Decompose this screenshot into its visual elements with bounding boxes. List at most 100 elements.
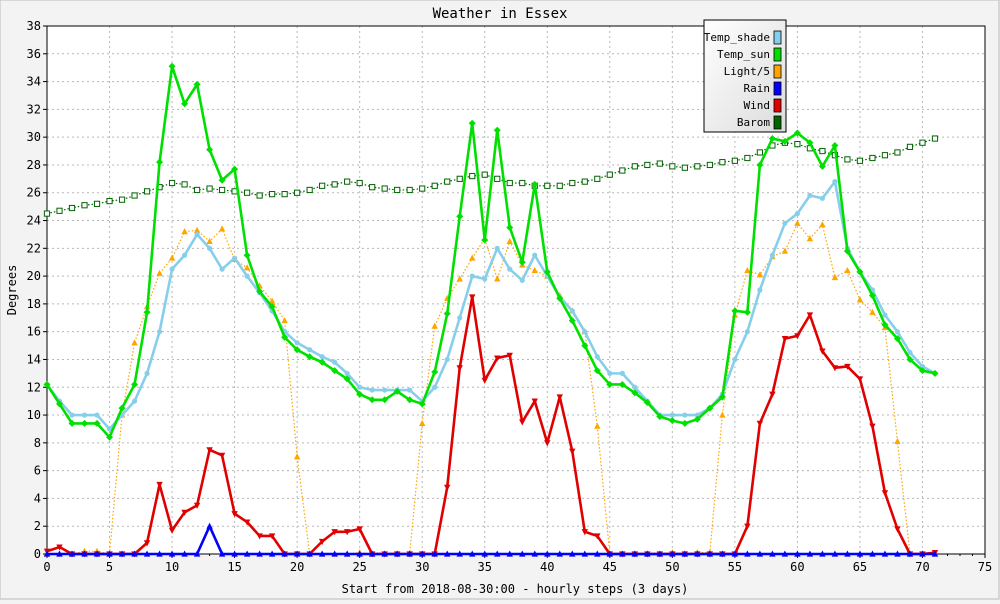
data-point	[131, 192, 138, 199]
data-point	[506, 237, 513, 244]
data-point	[481, 377, 488, 384]
data-point	[607, 370, 613, 376]
y-tick-label: 12	[27, 380, 41, 394]
x-tick-label: 35	[478, 560, 492, 574]
data-point	[806, 312, 814, 319]
x-axis-label: Start from 2018-08-30:00 - hourly steps …	[342, 582, 689, 596]
data-point	[444, 550, 451, 557]
data-point	[631, 550, 639, 557]
data-point	[656, 550, 664, 557]
data-point	[256, 192, 263, 199]
data-point	[443, 310, 451, 318]
data-point	[307, 347, 313, 353]
data-point	[281, 317, 288, 324]
data-point	[106, 197, 113, 205]
data-point	[893, 335, 901, 343]
data-point	[181, 550, 188, 557]
data-point	[519, 419, 526, 426]
legend-label: Temp_sun	[717, 48, 770, 61]
data-point	[844, 156, 851, 163]
data-point	[818, 162, 826, 170]
data-point	[781, 137, 789, 145]
data-point	[593, 367, 601, 375]
data-point	[706, 550, 714, 557]
data-point	[343, 529, 351, 536]
data-point	[482, 276, 488, 282]
data-point	[506, 550, 513, 557]
data-point	[519, 277, 525, 283]
data-point	[531, 180, 539, 188]
data-point	[793, 129, 801, 137]
data-point	[594, 354, 600, 360]
data-point	[268, 297, 276, 304]
data-point	[431, 322, 438, 329]
data-point	[231, 165, 239, 173]
data-point	[682, 412, 688, 418]
data-point	[769, 550, 776, 557]
data-point	[419, 419, 426, 426]
data-point	[844, 267, 851, 274]
data-point	[344, 370, 350, 376]
data-point	[81, 550, 88, 557]
legend-label: Wind	[744, 99, 771, 112]
data-point	[756, 149, 763, 156]
data-point	[694, 163, 701, 170]
data-point	[594, 550, 601, 557]
data-point	[206, 237, 213, 244]
data-point	[894, 329, 901, 335]
data-point	[844, 363, 851, 370]
data-point	[744, 154, 751, 162]
data-point	[168, 179, 176, 187]
data-point	[256, 550, 263, 557]
data-point	[206, 146, 214, 154]
data-point	[831, 550, 839, 557]
data-point	[719, 550, 726, 557]
data-point	[93, 200, 101, 207]
data-point	[243, 251, 251, 259]
y-tick-label: 32	[27, 102, 41, 116]
data-point	[156, 329, 163, 335]
data-point	[256, 287, 264, 295]
data-point	[418, 400, 426, 408]
data-point	[243, 550, 251, 557]
x-tick-label: 40	[540, 560, 554, 574]
legend-box	[703, 19, 787, 133]
data-point	[118, 404, 126, 412]
data-point	[381, 550, 388, 557]
x-tick-label: 20	[290, 560, 304, 574]
data-point	[831, 273, 839, 281]
data-point	[306, 550, 313, 557]
data-point	[93, 550, 101, 557]
x-tick-label: 45	[603, 560, 617, 574]
data-point	[193, 226, 201, 233]
y-tick-label: 10	[27, 408, 41, 422]
data-point	[206, 522, 213, 529]
data-point	[769, 391, 776, 398]
grid-lines	[47, 25, 986, 554]
data-point	[156, 550, 163, 557]
chart-title: Weather in Essex	[433, 6, 568, 22]
data-point	[869, 308, 876, 315]
data-point	[594, 533, 601, 540]
plot-area	[47, 26, 985, 554]
x-tick-label: 70	[915, 560, 929, 574]
data-point	[494, 550, 501, 557]
data-point	[381, 185, 388, 192]
data-point	[831, 141, 839, 149]
data-point	[631, 163, 638, 170]
data-point	[832, 179, 838, 185]
series-barom	[43, 135, 939, 217]
data-point	[856, 157, 864, 164]
data-point	[444, 484, 451, 491]
legend-swatch	[773, 30, 782, 45]
data-point	[393, 387, 401, 395]
data-point	[731, 307, 739, 315]
data-point	[168, 550, 176, 557]
data-point	[181, 228, 188, 235]
data-point	[106, 433, 114, 441]
data-point	[919, 139, 926, 146]
data-point	[519, 550, 526, 557]
data-point	[306, 353, 314, 361]
legend-swatch	[773, 47, 782, 62]
